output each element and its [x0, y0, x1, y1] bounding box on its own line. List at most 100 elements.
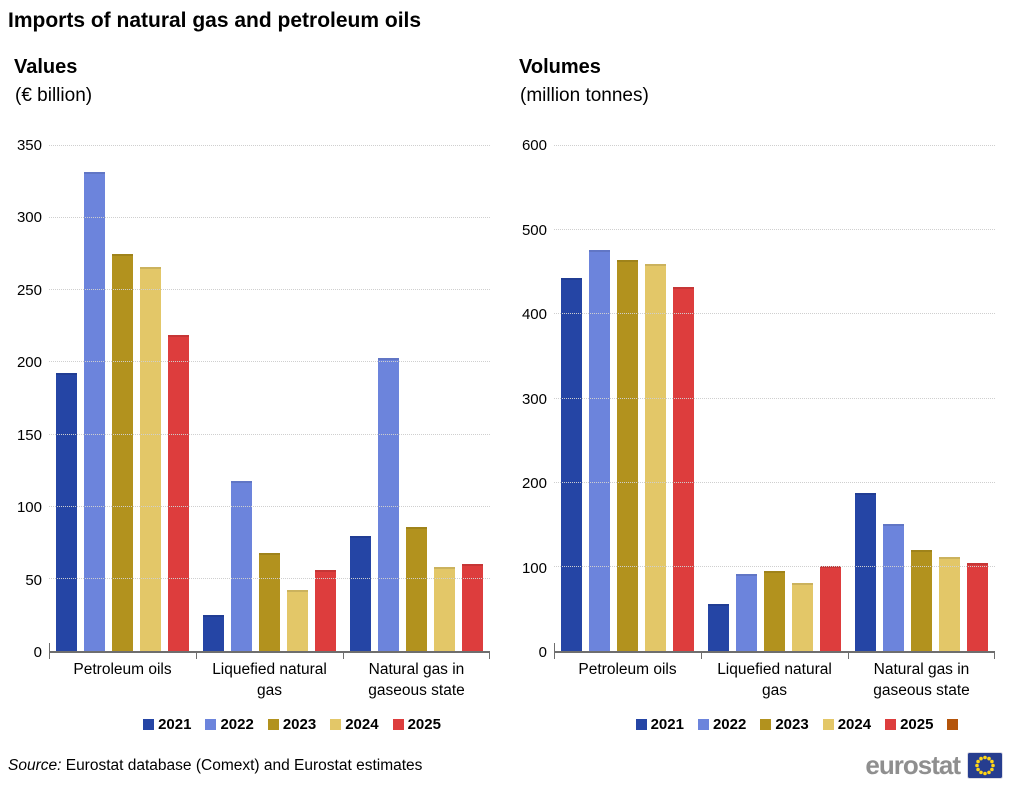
legend-label-2021: 2021 [158, 716, 192, 733]
bar-2023 [911, 550, 932, 651]
legend-label-2023: 2023 [282, 716, 317, 733]
bar-2025 [462, 564, 483, 651]
y-tick-label: 250 [16, 281, 42, 299]
bar-2022 [378, 358, 399, 651]
main-title: Imports of natural gas and petroleum oil… [8, 9, 422, 32]
legend-swatch-2025 [392, 719, 404, 730]
bar-2021 [855, 492, 876, 651]
bar-group [554, 146, 701, 651]
bar-2021 [350, 535, 371, 651]
bar-group [701, 146, 848, 651]
bar-2025 [315, 570, 336, 651]
bar-2022 [84, 171, 105, 651]
y-tick-label: 50 [25, 571, 42, 589]
legend-swatch-2021 [635, 719, 647, 730]
y-tick-label: 350 [16, 137, 42, 154]
values-chart: Values (€ billion) 0 50 100 150 200 250 300 350… [0, 55, 490, 733]
gridline [554, 565, 995, 567]
x-category-label: Petroleum oils [578, 661, 677, 678]
y-tick-label: 500 [521, 221, 547, 239]
legend-swatch-2024 [330, 719, 342, 730]
bar-group [196, 146, 343, 651]
y-tick-label: 400 [521, 306, 547, 324]
bar-2025 [168, 335, 189, 651]
legend-label-2025: 2025 [407, 716, 441, 733]
legend-swatch-2022 [205, 719, 217, 730]
axis-tick [847, 651, 849, 659]
y-tick-label: 0 [33, 644, 42, 661]
legend-item-2021: 2021 [635, 716, 684, 733]
plot-volumes [554, 145, 995, 659]
legend-values: 2021 2022 2023 2024 2025 [49, 716, 490, 733]
y-tick-label: 300 [521, 390, 547, 408]
axis-tick [195, 651, 197, 659]
legend-volumes: 2021 2022 2023 2024 2025 [554, 716, 995, 733]
bar-2023 [259, 552, 280, 651]
legend-swatch-2021 [143, 719, 155, 730]
y-tick-label: 0 [538, 644, 547, 661]
gridline [49, 361, 490, 363]
bar-2021 [203, 614, 224, 651]
legend-swatch-2023 [760, 719, 772, 730]
gridline [554, 481, 995, 483]
legend-swatch-2022 [697, 719, 709, 730]
bar-2023 [764, 571, 785, 651]
gridline [49, 577, 490, 579]
legend-label-2025: 2025 [900, 716, 934, 733]
bar-group [848, 146, 995, 651]
gridline [554, 397, 995, 399]
x-axis-labels-values: Petroleum oils Liquefied natural gas Natur… [49, 659, 490, 701]
legend-label-2023: 2023 [775, 716, 809, 733]
legend-label-2024: 2024 [345, 716, 379, 733]
bar-2025 [820, 566, 841, 651]
volumes-chart: Volumes (million tonnes) 0 100 200 300 400 50… [505, 55, 995, 733]
y-tick-label: 200 [16, 354, 42, 372]
bar-2024 [645, 263, 666, 651]
bar-2021 [561, 278, 582, 651]
gridline [554, 145, 995, 146]
legend-item-2023: 2023 [760, 716, 809, 733]
chart-subtitle-volumes: (million tonnes) [520, 85, 649, 106]
plot-area-values: 0 50 100 150 200 250 300 350 [0, 138, 490, 661]
bar-2023 [406, 526, 427, 651]
plot-area-volumes: 0 100 200 300 400 500 600 [505, 138, 995, 661]
x-axis-labels-volumes: Petroleum oils Liquefied natural gas Natur… [554, 659, 995, 701]
axis-tick [994, 651, 995, 659]
bar-group [49, 146, 196, 651]
gridline [49, 505, 490, 507]
bar-2024 [140, 267, 161, 651]
source-label: Source: [8, 757, 62, 774]
legend-swatch-2024 [822, 719, 834, 730]
legend-label-2022: 2022 [712, 716, 747, 733]
legend-item-2024: 2024 [822, 716, 872, 733]
eurostat-logo: eurostat [865, 751, 1003, 779]
x-category-label: Liquefied natural gas [212, 661, 327, 699]
legend-item-2024: 2024 [330, 716, 379, 733]
chart-title-volumes: Volumes [519, 56, 601, 78]
axis-tick [554, 643, 555, 659]
legend-label-2024: 2024 [837, 716, 872, 733]
y-tick-label: 200 [521, 475, 547, 493]
axis-tick [342, 651, 344, 659]
bar-2023 [112, 254, 133, 651]
bar-2024 [792, 582, 813, 651]
bar-2025 [967, 562, 988, 651]
bar-2022 [736, 574, 757, 651]
legend-swatch-2025 [885, 719, 897, 730]
chart-title-values: Values [14, 56, 78, 78]
footer: Source: Eurostat database (Comext) and E… [8, 751, 1003, 779]
bar-group [343, 146, 490, 651]
bar-groups-volumes [554, 146, 995, 651]
bar-2022 [883, 523, 904, 651]
x-category-label: Natural gas in gaseous state [873, 661, 970, 699]
x-category-label: Petroleum oils [73, 661, 172, 678]
gridline [49, 217, 490, 219]
legend-label-2021: 2021 [650, 716, 684, 733]
gridline [554, 313, 995, 315]
axis-tick [489, 651, 490, 659]
gridline [49, 289, 490, 291]
y-axis-values: 0 50 100 150 200 250 300 350 [0, 138, 42, 661]
gridline [49, 433, 490, 435]
plot-values [49, 145, 490, 659]
